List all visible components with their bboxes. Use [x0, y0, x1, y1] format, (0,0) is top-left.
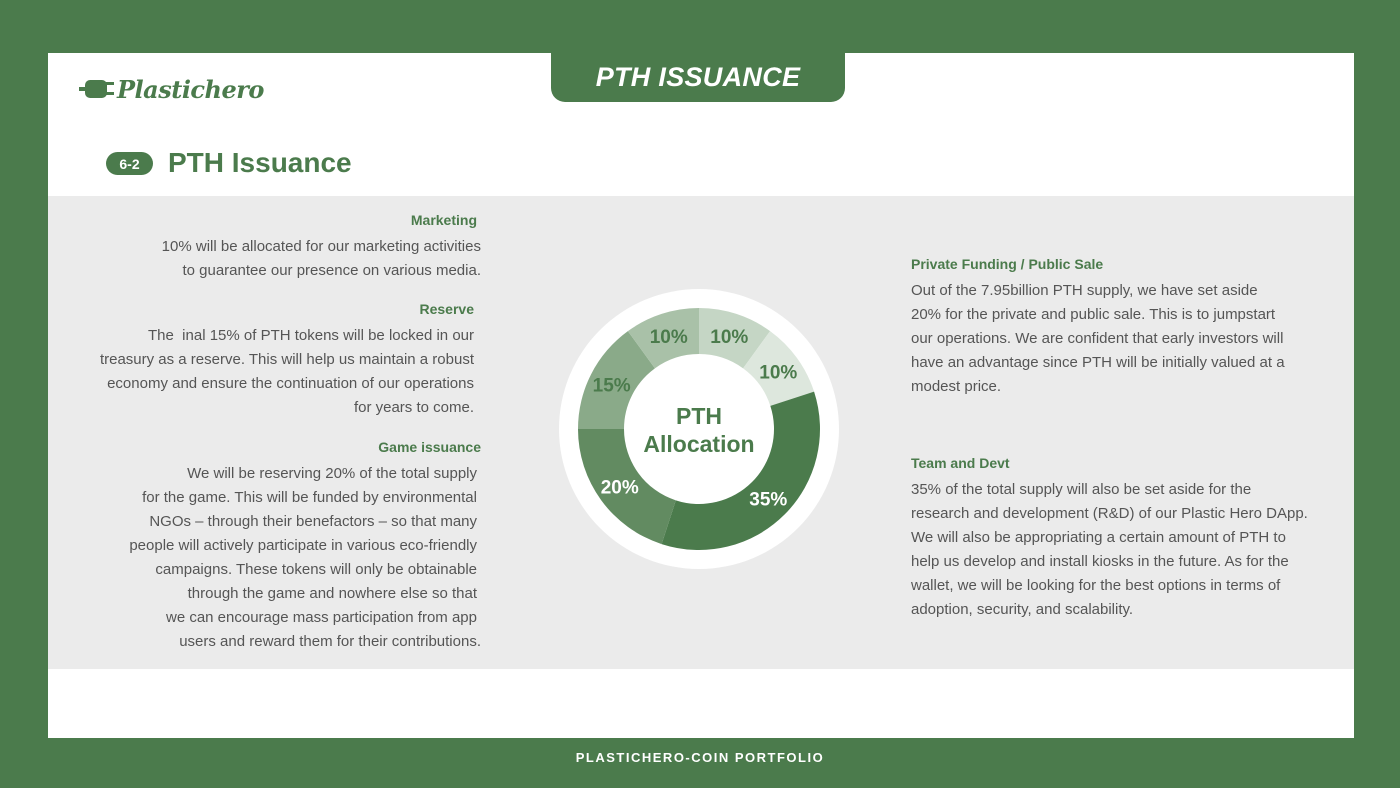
- donut-center-label: PTH: [676, 403, 722, 429]
- donut-slice-label: 20%: [601, 478, 639, 499]
- team-devt-block: Team and Devt 35% of the total supply wi…: [911, 453, 1331, 622]
- team-devt-heading: Team and Devt: [911, 455, 1010, 471]
- team-devt-text-line: 35% of the total supply will also be set…: [911, 481, 1252, 498]
- private-funding-block: Private Funding / Public Sale Out of the…: [911, 254, 1311, 399]
- slide-title-tab: PTH ISSUANCE: [551, 53, 845, 102]
- game-text-line: campaigns. These tokens will only be obt…: [155, 561, 477, 578]
- footer-text: PLASTICHERO-COIN PORTFOLIO: [575, 750, 825, 765]
- donut-slice-label: 35%: [749, 489, 787, 510]
- pth-allocation-donut-chart: 10% 10% 35% 20% 15% 10% PTH Allocation: [558, 289, 840, 571]
- donut-slice-label: 10%: [759, 362, 797, 383]
- reserve-heading: Reserve: [419, 301, 475, 317]
- marketing-text-line: to guarantee our presence on various med…: [182, 262, 481, 279]
- marketing-heading: Marketing: [410, 212, 477, 228]
- game-issuance-heading: Game issuance: [378, 439, 481, 455]
- reserve-text-line: economy and ensure the continuation of o…: [107, 375, 474, 392]
- donut-slice-label: 15%: [593, 376, 631, 397]
- donut-slice: [627, 308, 699, 369]
- game-text-line: people will actively participate in vari…: [129, 537, 477, 554]
- game-text-line: We will be reserving 20% of the total su…: [187, 465, 477, 482]
- donut-slice: [699, 308, 771, 369]
- reserve-text-line: for years to come.: [353, 399, 474, 416]
- reserve-block: Reserve The inal 15% of PTH tokens will …: [74, 299, 474, 420]
- donut-slice-label: 10%: [710, 327, 748, 348]
- private-funding-heading: Private Funding / Public Sale: [911, 256, 1104, 272]
- private-funding-text-line: modest price.: [911, 378, 1002, 395]
- page-title: PTH Issuance: [168, 147, 352, 178]
- donut-center: [625, 355, 773, 503]
- marketing-block: Marketing 10% will be allocated for our …: [121, 210, 481, 283]
- donut-slice: [661, 391, 820, 550]
- game-text-line: users and reward them for their contribu…: [179, 633, 481, 650]
- game-issuance-block: Game issuance We will be reserving 20% o…: [81, 437, 481, 654]
- marketing-text-line: 10% will be allocated for our marketing …: [161, 238, 481, 255]
- plastichero-logo: Plastichero: [79, 74, 264, 104]
- team-devt-text-line: wallet, we will be looking for the best …: [911, 577, 1281, 594]
- plug-logo-icon: [79, 80, 114, 98]
- team-devt-text-line: help us develop and install kiosks in th…: [911, 553, 1289, 570]
- game-text-line: NGOs – through their benefactors – so th…: [149, 513, 477, 530]
- private-funding-text-line: 20% for the private and public sale. Thi…: [911, 306, 1276, 323]
- private-funding-text-line: Out of the 7.95billion PTH supply, we ha…: [911, 282, 1258, 299]
- private-funding-text-line: have an advantage since PTH will be init…: [911, 354, 1285, 371]
- game-text-line: for the game. This will be funded by env…: [142, 489, 477, 506]
- team-devt-text-line: We will also be appropriating a certain …: [911, 529, 1286, 546]
- donut-center-label: Allocation: [643, 431, 754, 457]
- donut-slice: [578, 331, 655, 429]
- team-devt-text-line: research and development (R&D) of our Pl…: [911, 505, 1308, 522]
- donut-slice: [743, 331, 815, 406]
- game-text-line: we can encourage mass participation from…: [165, 609, 477, 626]
- donut-slice: [578, 429, 676, 545]
- section-badge: 6-2: [106, 152, 153, 175]
- reserve-text-line: The inal 15% of PTH tokens will be locke…: [148, 327, 474, 344]
- logo-text: Plastichero: [117, 74, 264, 104]
- donut-slice-label: 10%: [650, 327, 688, 348]
- game-text-line: through the game and nowhere else so tha…: [187, 585, 477, 602]
- team-devt-text-line: adoption, security, and scalability.: [911, 601, 1134, 618]
- private-funding-text-line: our operations. We are confident that ea…: [911, 330, 1284, 347]
- reserve-text-line: treasury as a reserve. This will help us…: [99, 351, 474, 368]
